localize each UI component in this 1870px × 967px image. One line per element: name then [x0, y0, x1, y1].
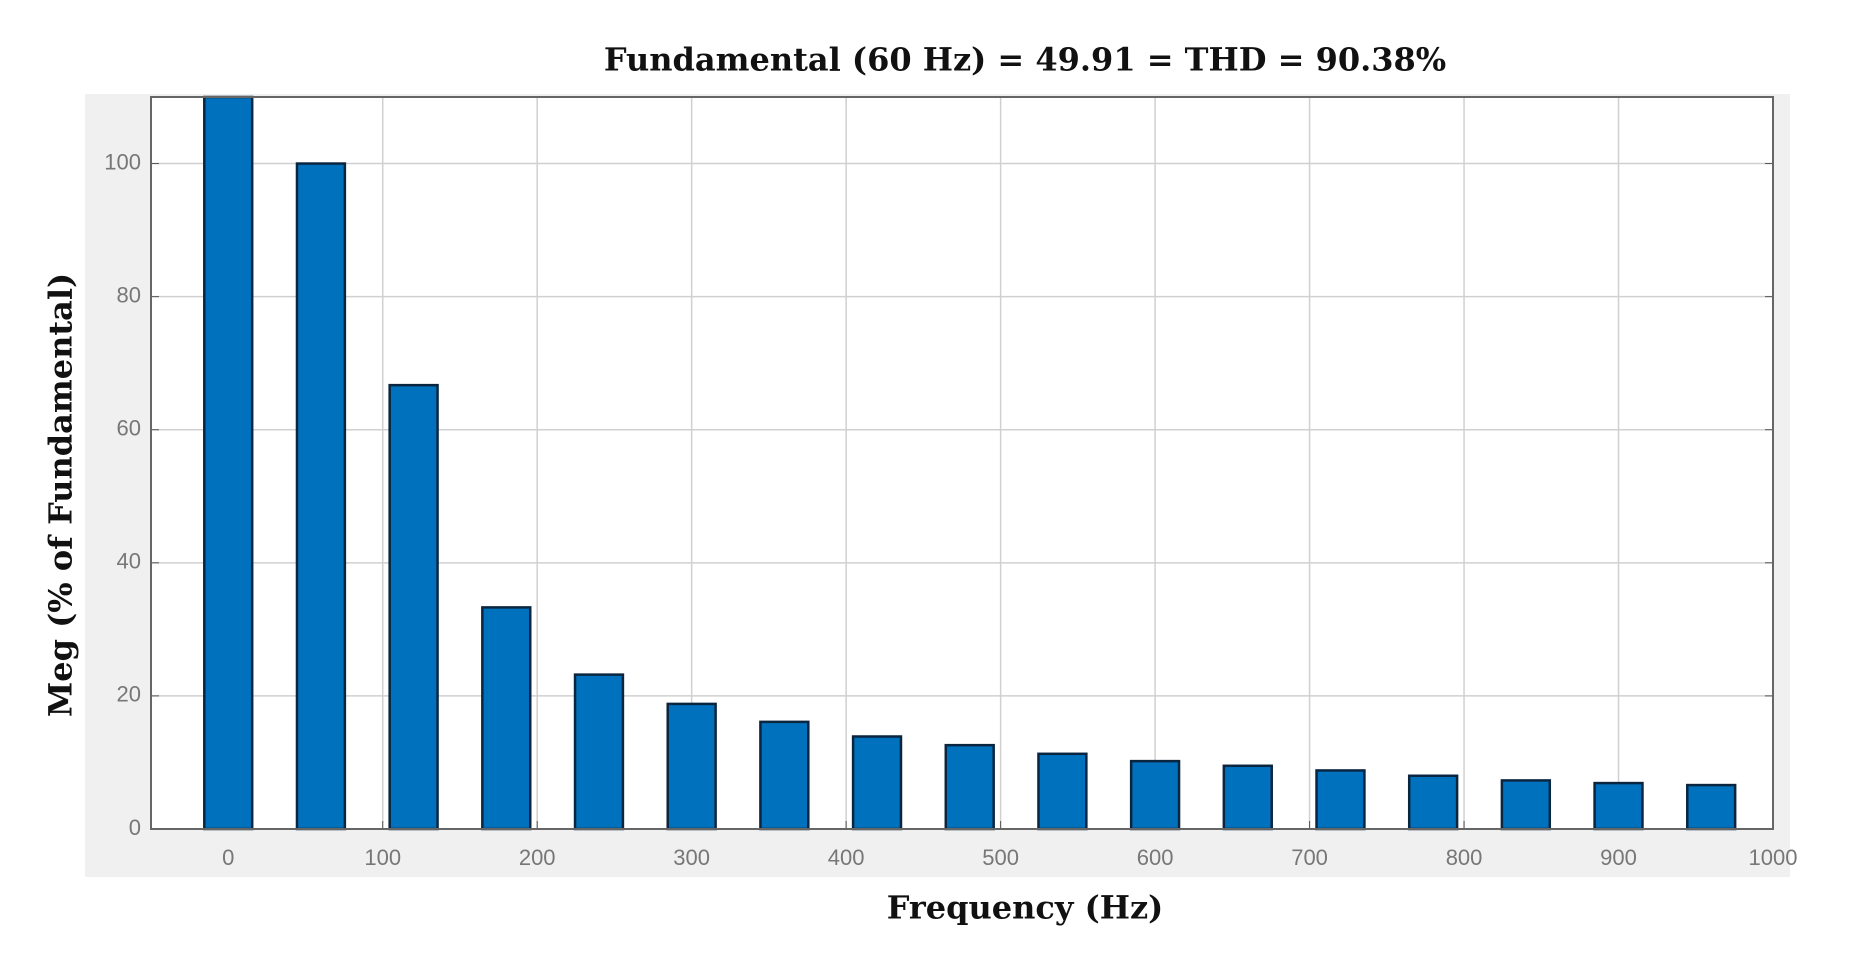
- bar: [388, 383, 439, 831]
- bar: [1315, 769, 1366, 831]
- bar: [851, 735, 903, 831]
- x-tick-label: 700: [1291, 845, 1328, 870]
- bar: [666, 702, 717, 831]
- x-axis-label: Frequency (Hz): [887, 889, 1164, 927]
- y-axis-label: Meg (% of Fundamental): [42, 273, 80, 717]
- y-tick-label: 0: [129, 815, 141, 840]
- bar: [1129, 759, 1181, 831]
- x-tick-label: 600: [1137, 845, 1174, 870]
- x-tick-label: 300: [673, 845, 710, 870]
- bar: [759, 720, 810, 831]
- x-tick-label: 200: [519, 845, 556, 870]
- bar: [1222, 764, 1273, 831]
- bar: [573, 673, 625, 831]
- x-tick-label: 0: [222, 845, 234, 870]
- x-tick-label: 1000: [1749, 845, 1798, 870]
- x-tick-label: 100: [364, 845, 401, 870]
- bar: [1686, 783, 1737, 831]
- bar: [1407, 774, 1459, 831]
- chart-title: Fundamental (60 Hz) = 49.91 = THD = 90.3…: [604, 41, 1446, 79]
- x-tick-label: 400: [828, 845, 865, 870]
- y-tick-label: 80: [117, 282, 141, 307]
- bar: [1593, 781, 1644, 831]
- plot-frame: [150, 96, 1774, 830]
- bar: [203, 95, 254, 831]
- bar: [481, 606, 532, 831]
- y-tick-label: 20: [117, 682, 141, 707]
- y-tick-label: 60: [117, 416, 141, 441]
- bar: [944, 743, 995, 831]
- x-tick-label: 800: [1446, 845, 1483, 870]
- bar: [1037, 752, 1088, 831]
- y-tick-label: 40: [117, 549, 141, 574]
- y-tick-label: 100: [104, 149, 141, 174]
- x-tick-label: 500: [982, 845, 1019, 870]
- bar: [1500, 779, 1552, 831]
- bar: [295, 162, 347, 831]
- x-tick-label: 900: [1600, 845, 1637, 870]
